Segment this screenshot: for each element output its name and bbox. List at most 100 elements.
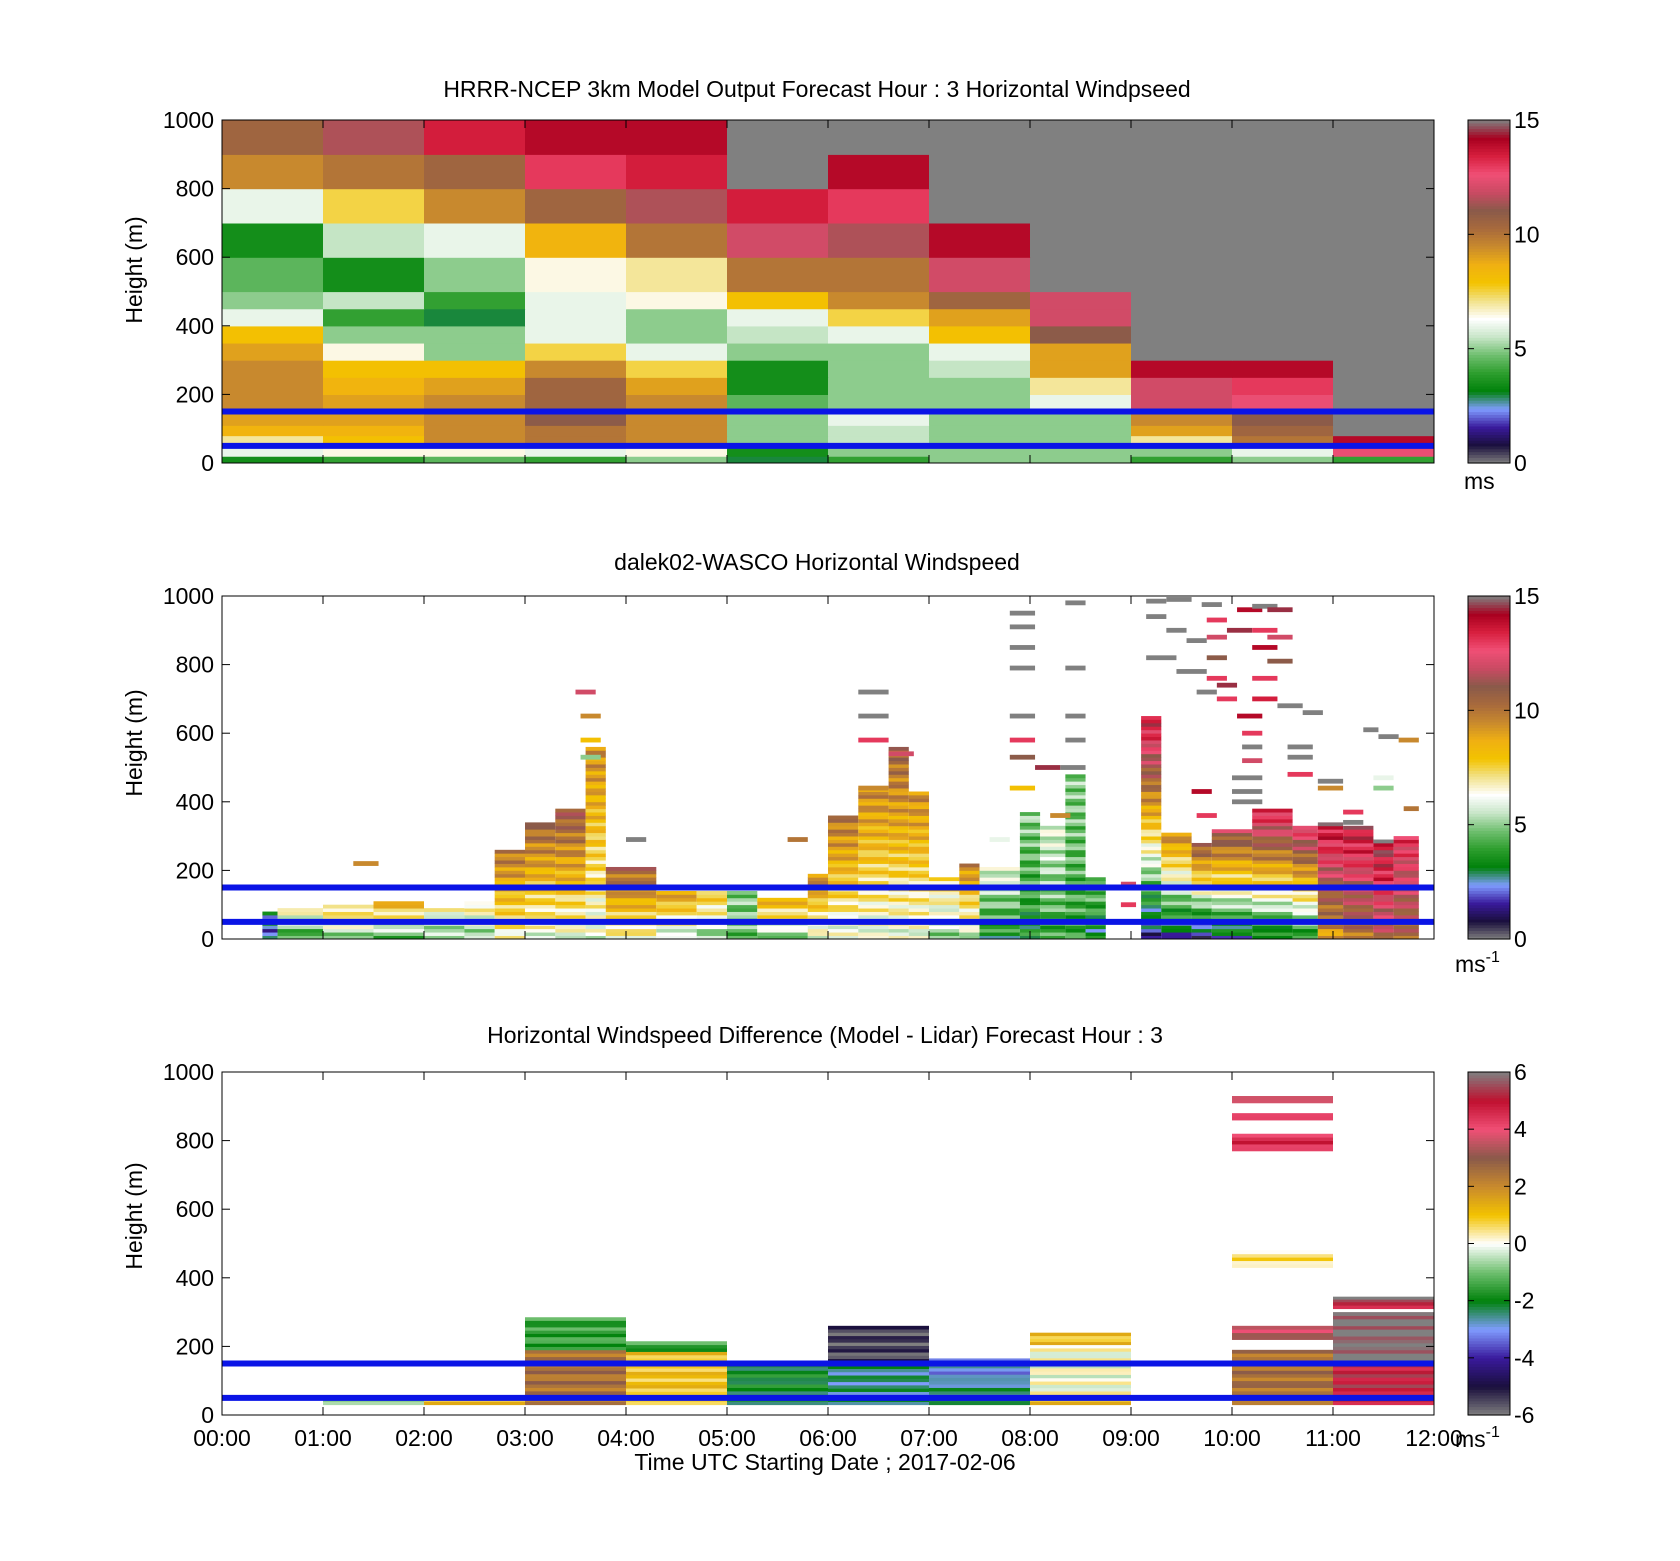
model-cell: [323, 120, 425, 155]
lidar-cell: [1141, 897, 1162, 902]
lidar-cell: [494, 856, 525, 861]
difference-cell: [626, 1378, 727, 1382]
lidar-cell: [585, 911, 606, 916]
panel-difference: Horizontal Windspeed Difference (Model -…: [121, 1022, 1535, 1452]
lidar-cell: [1211, 911, 1253, 916]
difference-cell: [525, 1340, 626, 1344]
lidar-cell: [1141, 914, 1162, 919]
model-cell: [1333, 342, 1434, 361]
lidar-cell: [1343, 870, 1374, 875]
colorbar-step: [1468, 1097, 1510, 1102]
model-cell: [727, 456, 829, 463]
colorbar-step: [1468, 1092, 1510, 1096]
lidar-cell: [888, 801, 909, 806]
lidar-cell: [888, 764, 909, 768]
lidar-cell: [696, 890, 727, 895]
difference-cell: [1030, 1374, 1131, 1379]
colorbar-step: [1468, 294, 1510, 298]
model-cell: [626, 435, 728, 447]
colorbar-step: [1468, 773, 1510, 777]
lidar-cell: [1292, 877, 1318, 882]
model-cell: [222, 291, 324, 310]
difference-cell: [323, 1401, 424, 1406]
colorbar-step: [1468, 721, 1510, 726]
lidar-segment: [1287, 771, 1313, 777]
lidar-cell: [888, 894, 909, 899]
lidar-cell: [1161, 908, 1192, 912]
lidar-cell: [656, 897, 697, 902]
lidar-cell: [1019, 880, 1041, 885]
model-cell: [1131, 154, 1233, 190]
colorbar-step: [1468, 801, 1510, 806]
difference-cell: [828, 1358, 929, 1363]
colorbar-step: [1468, 736, 1510, 740]
lidar-cell: [1317, 894, 1344, 899]
difference-cell: [929, 1377, 1030, 1382]
colorbar-step: [1468, 1152, 1510, 1156]
colorbar-step: [1468, 753, 1510, 757]
lidar-cell: [555, 928, 586, 933]
lidar-cell: [1161, 932, 1192, 936]
lidar-cell: [908, 911, 929, 916]
lidar-cell: [929, 925, 960, 930]
difference-cell: [626, 1381, 727, 1386]
difference-cell: [626, 1351, 727, 1356]
lidar-cell: [525, 904, 556, 909]
lidar-cell: [525, 856, 556, 861]
colorbar-step: [1468, 202, 1510, 207]
lidar-cell: [858, 842, 889, 847]
lidar-cell: [1141, 794, 1162, 799]
colorbar-step: [1468, 1274, 1510, 1279]
model-cell: [727, 154, 829, 190]
lidar-cell: [1317, 832, 1344, 837]
lidar-cell: [1191, 849, 1212, 854]
difference-cell: [626, 1388, 727, 1392]
colorbar-step: [1468, 428, 1510, 433]
lidar-cell: [585, 836, 606, 840]
model-cell: [1030, 456, 1132, 463]
colorbar-step: [1468, 1340, 1510, 1345]
lidar-cell: [1292, 860, 1318, 864]
colorbar-step: [1468, 154, 1510, 158]
lidar-cell: [1019, 832, 1041, 837]
colorbar-step: [1468, 747, 1510, 751]
model-cell: [323, 394, 425, 409]
x-tick-label: 00:00: [193, 1425, 251, 1451]
model-cell: [1333, 188, 1434, 224]
lidar-cell: [585, 890, 606, 895]
lidar-cell: [525, 890, 556, 895]
lidar-cell: [1252, 911, 1293, 916]
lidar-cell: [807, 880, 828, 885]
lidar-segment: [1206, 655, 1227, 661]
colorbar-step: [1468, 704, 1510, 709]
colorbar-step: [1468, 750, 1510, 754]
model-cell: [1131, 188, 1233, 224]
lidar-cell: [888, 873, 909, 878]
lidar-cell: [1317, 925, 1344, 930]
lidar-cell: [1141, 750, 1162, 755]
colorbar-step: [1468, 873, 1510, 877]
lidar-cell: [757, 914, 808, 919]
lidar-segment: [1226, 627, 1253, 633]
model-cell: [929, 377, 1031, 395]
colorbar-step: [1468, 653, 1510, 657]
model-cell: [1333, 222, 1434, 258]
lidar-cell: [1040, 925, 1066, 930]
lidar-cell: [1141, 932, 1162, 936]
lidar-cell: [494, 932, 525, 936]
difference-cell: [626, 1354, 727, 1359]
difference-cell: [1232, 1370, 1333, 1375]
colorbar-step: [1468, 1120, 1510, 1125]
lidar-cell: [1191, 863, 1212, 868]
lidar-cell: [908, 901, 929, 906]
colorbar-step: [1468, 904, 1510, 909]
colorbar-tick-label: -2: [1514, 1288, 1534, 1314]
colorbar-step: [1468, 120, 1510, 124]
colorbar-step: [1468, 833, 1510, 837]
lidar-cell: [1343, 890, 1374, 895]
lidar-cell: [525, 932, 556, 936]
lidar-cell: [605, 873, 657, 878]
colorbar-step: [1468, 168, 1510, 173]
colorbar-step: [1468, 445, 1510, 450]
colorbar-step: [1468, 858, 1510, 863]
